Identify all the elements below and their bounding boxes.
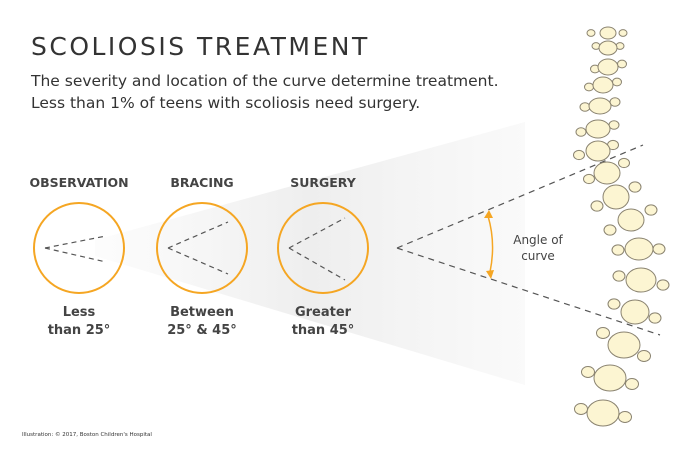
vertebra (611, 237, 666, 261)
caption-line: than 45° (291, 323, 355, 338)
credit: Illustration: © 2017, Boston Children's … (22, 432, 152, 438)
angle-label-line: Angle of (513, 233, 563, 247)
stage-caption-bracing: Between 25° & 45° (142, 304, 262, 340)
vertebra (575, 119, 620, 139)
vertebra (590, 181, 642, 212)
caption-line: Less (62, 305, 96, 320)
caption-line: Greater (294, 305, 352, 320)
vertebra (607, 298, 662, 325)
angle-label: Angle of curve (498, 232, 578, 264)
spine (573, 26, 670, 427)
caption-line: 25° & 45° (167, 323, 237, 338)
stage-caption-observation: Less than 25° (19, 304, 139, 340)
page-title: SCOLIOSIS TREATMENT (31, 32, 370, 61)
subtitle-line-2: Less than 1% of teens with scoliosis nee… (31, 94, 421, 112)
vertebra (590, 58, 627, 76)
vertebra (596, 326, 651, 363)
perspective-cone (95, 122, 525, 385)
subtitle: The severity and location of the curve d… (31, 70, 499, 114)
angle-label-line: curve (521, 249, 555, 263)
caption-line: than 25° (47, 323, 111, 338)
vertebra (603, 204, 658, 236)
vertebra (579, 97, 621, 115)
vertebra (586, 26, 628, 40)
caption-line: Between (170, 305, 234, 320)
vertebra (583, 157, 630, 185)
vertebra (574, 399, 632, 427)
stage-label-surgery: SURGERY (290, 175, 356, 190)
vertebra (581, 364, 639, 392)
vertebra (591, 40, 625, 56)
angle-arrow-icon (484, 210, 494, 279)
stage-label-bracing: BRACING (170, 175, 234, 190)
stage-circle-2 (277, 202, 369, 294)
subtitle-line-1: The severity and location of the curve d… (31, 72, 499, 90)
stage-label-observation: OBSERVATION (29, 175, 129, 190)
stage-circle-1 (156, 202, 248, 294)
stage-circle-0 (33, 202, 125, 294)
vertebra (573, 139, 619, 162)
vertebra (584, 76, 622, 94)
vertebra (612, 267, 670, 293)
angle-lines (396, 144, 661, 336)
stage-caption-surgery: Greater than 45° (263, 304, 383, 340)
